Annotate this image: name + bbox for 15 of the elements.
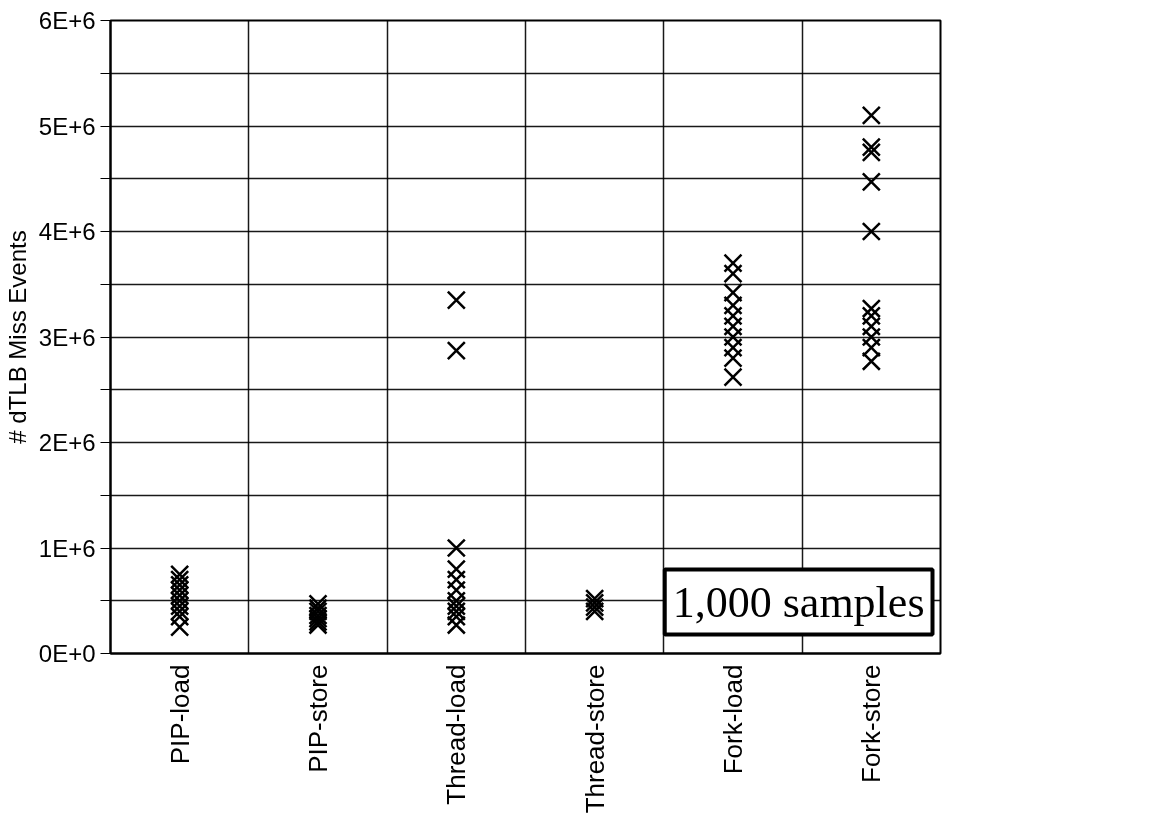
y-tick-label: 2E+6 [38,429,96,456]
x-tick-label: Fork-load [718,664,748,775]
y-tick-label: 6E+6 [38,7,96,34]
x-tick-label: Thread-store [579,664,610,814]
y-axis-title: # dTLB Miss Events [3,230,31,444]
x-tick-label: Fork-store [856,664,887,783]
y-tick-label: 0E+0 [38,640,96,667]
x-tick-label: Thread-load [441,664,472,805]
y-tick-label: 5E+6 [38,112,96,140]
x-tick-label: PIP-store [303,664,333,773]
y-tick-label: 3E+6 [38,323,96,351]
y-tick-label: 4E+6 [38,218,96,245]
annotation: 1,000 samples [672,577,925,627]
x-tick-label: PIP-load [164,664,195,765]
y-tick-label: 1E+6 [38,534,96,562]
